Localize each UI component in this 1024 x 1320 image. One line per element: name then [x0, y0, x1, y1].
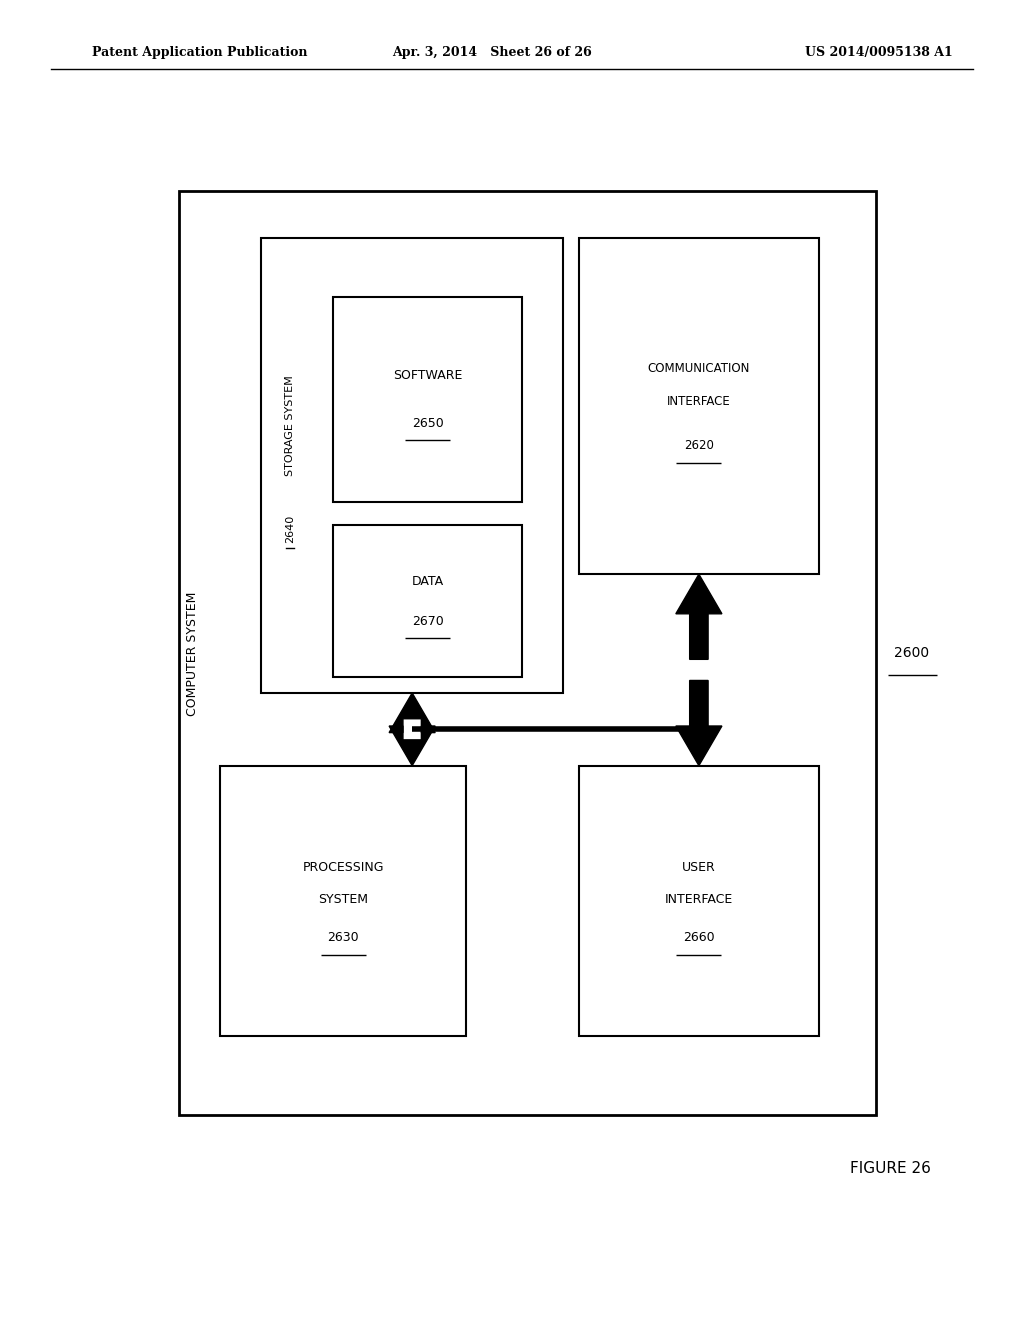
- Text: FIGURE 26: FIGURE 26: [851, 1160, 931, 1176]
- FancyArrow shape: [676, 681, 722, 766]
- Text: PROCESSING: PROCESSING: [302, 862, 384, 874]
- Text: COMPUTER SYSTEM: COMPUTER SYSTEM: [186, 591, 199, 715]
- Text: Patent Application Publication: Patent Application Publication: [92, 46, 307, 59]
- Text: 2630: 2630: [328, 932, 358, 944]
- Text: INTERFACE: INTERFACE: [665, 894, 733, 906]
- Text: DATA: DATA: [412, 576, 443, 587]
- Bar: [579, 766, 819, 1036]
- Bar: [220, 766, 466, 1036]
- Bar: [579, 238, 819, 574]
- Text: US 2014/0095138 A1: US 2014/0095138 A1: [805, 46, 952, 59]
- Bar: [261, 238, 563, 693]
- Text: COMMUNICATION: COMMUNICATION: [648, 363, 750, 375]
- Text: 2660: 2660: [683, 932, 715, 944]
- FancyArrow shape: [676, 574, 722, 660]
- Text: 2620: 2620: [684, 440, 714, 451]
- Text: 2600: 2600: [894, 647, 929, 660]
- Text: 2650: 2650: [412, 417, 443, 429]
- Text: USER: USER: [682, 862, 716, 874]
- Text: SYSTEM: SYSTEM: [318, 894, 368, 906]
- FancyArrow shape: [389, 693, 435, 733]
- Text: 2670: 2670: [412, 615, 443, 627]
- Text: Apr. 3, 2014   Sheet 26 of 26: Apr. 3, 2014 Sheet 26 of 26: [391, 46, 592, 59]
- Text: INTERFACE: INTERFACE: [667, 396, 731, 408]
- Bar: [179, 191, 876, 1115]
- Bar: [333, 297, 522, 502]
- Text: 2640: 2640: [285, 515, 295, 543]
- Bar: [333, 525, 522, 677]
- FancyArrow shape: [389, 726, 435, 766]
- Text: SOFTWARE: SOFTWARE: [393, 370, 462, 381]
- Text: STORAGE SYSTEM: STORAGE SYSTEM: [285, 375, 295, 477]
